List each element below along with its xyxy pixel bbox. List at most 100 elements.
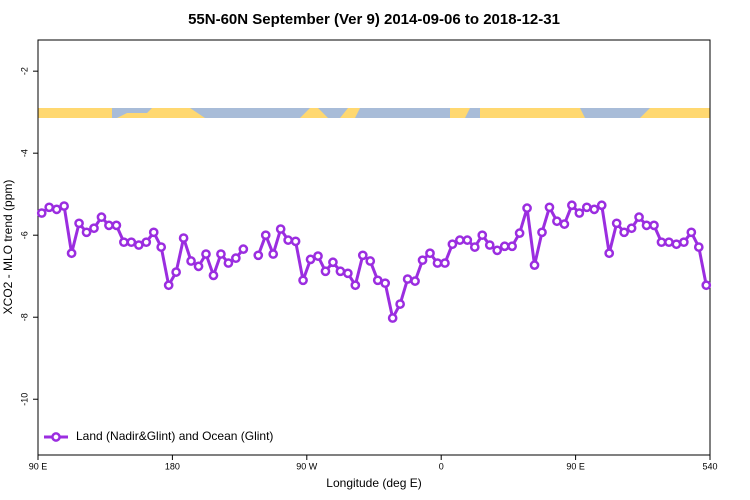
data-point [469, 242, 480, 252]
data-point [320, 266, 331, 277]
data-point [447, 239, 458, 250]
data-point [395, 299, 405, 309]
data-point [66, 248, 77, 259]
data-point [111, 220, 122, 231]
data-point [372, 275, 383, 286]
data-point [432, 258, 443, 268]
data-point [686, 227, 697, 238]
data-point [148, 227, 159, 238]
data-point [417, 255, 428, 266]
data-point [126, 237, 137, 248]
data-point [387, 313, 398, 323]
data-point [604, 248, 615, 259]
plot-frame [37, 39, 711, 456]
x-tick-label: 90 E [566, 461, 585, 471]
data-point [268, 249, 279, 259]
data-point [119, 237, 129, 248]
data-point [357, 250, 368, 261]
x-tick-label: 90 W [296, 461, 318, 471]
data-point [51, 204, 62, 215]
data-point [574, 208, 585, 218]
chart-title: 55N-60N September (Ver 9) 2014-09-06 to … [188, 11, 560, 28]
y-tick-label: -8 [19, 313, 29, 321]
data-point [223, 258, 234, 268]
data-point [328, 257, 338, 268]
data-point [537, 227, 547, 238]
data-point [201, 249, 211, 259]
data-point [664, 237, 674, 248]
y-tick-label: -2 [19, 67, 29, 75]
data-point [380, 278, 391, 289]
data-point [611, 218, 622, 229]
map-ocean [112, 108, 650, 118]
y-tick-label: -4 [19, 149, 29, 157]
data-point [163, 280, 174, 291]
data-point [462, 235, 473, 245]
data-point [156, 242, 167, 252]
data-point [544, 202, 555, 213]
data-point [492, 245, 503, 256]
data-point [522, 203, 532, 213]
data-point [701, 280, 712, 291]
data-point [507, 241, 517, 252]
data-point [104, 220, 114, 231]
data-point [141, 237, 152, 248]
data-point [589, 204, 600, 215]
data-point [425, 248, 435, 259]
data-point [298, 275, 308, 286]
data-point [96, 212, 107, 223]
data-point [44, 202, 55, 213]
data-point [171, 267, 181, 277]
data-point [89, 223, 99, 234]
y-axis-label: XCO2 - MLO trend (ppm) [1, 180, 15, 315]
data-point [484, 240, 495, 250]
data-point [260, 230, 271, 241]
data-point [74, 218, 84, 229]
data-point [275, 224, 286, 234]
data-point [253, 250, 264, 261]
data-point [216, 249, 226, 259]
data-point [455, 235, 465, 245]
data-point [634, 212, 644, 223]
x-tick-label: 0 [439, 461, 444, 471]
data-point [133, 240, 144, 250]
data-point [581, 202, 592, 213]
map-strip [38, 108, 710, 118]
data-point [193, 261, 204, 272]
data-point [238, 244, 249, 254]
data-point [656, 237, 667, 248]
data-point [679, 237, 689, 248]
data-point [596, 200, 607, 211]
data-point [649, 220, 659, 231]
data-point [186, 256, 196, 266]
data-point [402, 274, 413, 284]
data-point [36, 208, 47, 218]
y-tick-label: -10 [19, 393, 29, 406]
data-point [283, 235, 293, 245]
x-axis-label: Longitude (deg E) [326, 476, 421, 490]
data-point [343, 268, 353, 279]
data-point [208, 270, 219, 281]
data-point [335, 266, 346, 277]
data-point [178, 233, 189, 243]
data-point [619, 227, 629, 238]
data-point [499, 241, 510, 252]
data-point [514, 228, 525, 238]
data-point [559, 219, 570, 229]
data-point [626, 223, 637, 234]
data-point [477, 230, 488, 241]
data-point [59, 201, 69, 211]
legend-label: Land (Nadir&Glint) and Ocean (Glint) [76, 429, 273, 443]
data-point [365, 256, 376, 266]
data-point [529, 260, 540, 270]
legend-marker [51, 432, 61, 442]
x-tick-label: 180 [165, 461, 180, 471]
data-point [567, 200, 577, 211]
data-point [231, 253, 241, 264]
data-point [641, 220, 652, 231]
data-point [81, 227, 92, 238]
data-point [290, 236, 301, 247]
data-point [410, 276, 420, 286]
x-tick-label: 90 E [29, 461, 48, 471]
